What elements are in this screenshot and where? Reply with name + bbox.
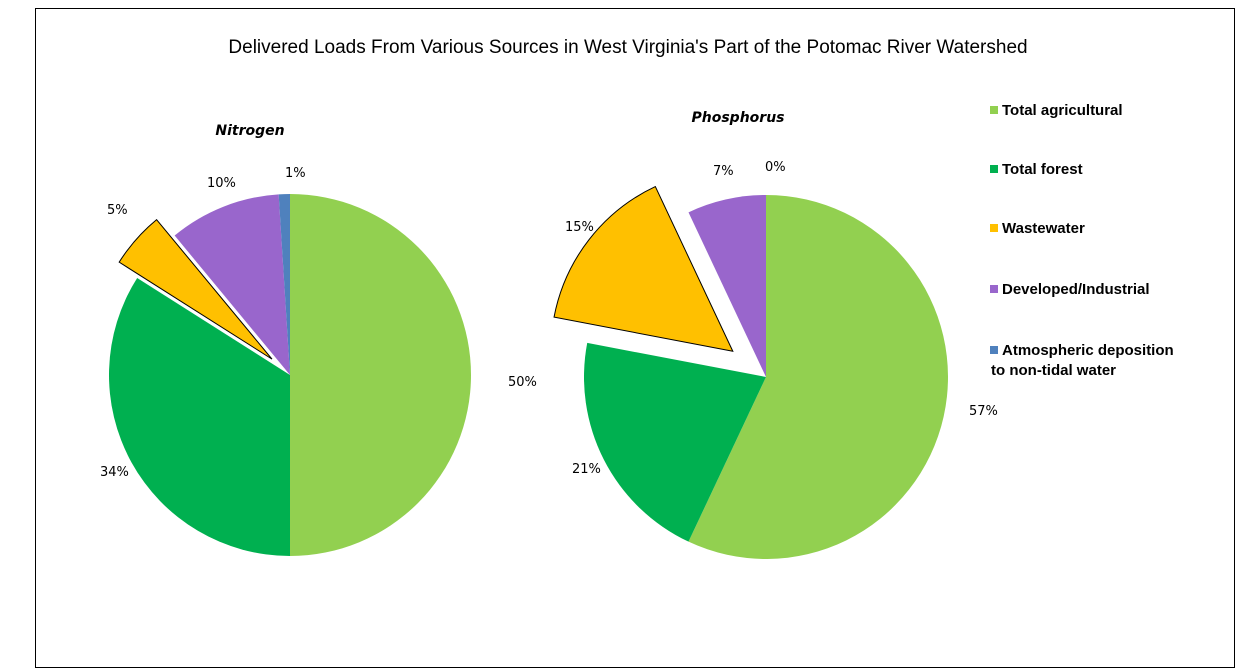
legend-swatch-total-agricultural <box>990 106 998 114</box>
legend-item-total-forest: Total forest <box>990 161 1083 178</box>
data-label-phosphorus-atmospheric-deposition-to-non-tidal-water: 0% <box>765 160 786 175</box>
slice-nitrogen-developed-industrial <box>174 194 290 375</box>
legend-item-total-agricultural: Total agricultural <box>990 102 1123 119</box>
chart-frame: Delivered Loads From Various Sources in … <box>35 8 1235 668</box>
legend-label-wastewater: Wastewater <box>1002 220 1085 237</box>
legend-swatch-total-forest <box>990 165 998 173</box>
data-label-nitrogen-wastewater: 5% <box>107 203 128 218</box>
legend-swatch-atmospheric-deposition-to-non-tidal-water <box>990 346 998 354</box>
slice-nitrogen-total-agricultural <box>290 194 471 556</box>
pie-title-phosphorus: Phosphorus <box>692 110 785 126</box>
slice-nitrogen-total-forest <box>109 278 291 556</box>
data-label-phosphorus-total-forest: 21% <box>572 462 601 477</box>
slice-phosphorus-wastewater <box>553 185 734 352</box>
legend: Total agricultural Total forest Wastewater… <box>990 102 1174 379</box>
legend-item-wastewater: Wastewater <box>990 220 1085 237</box>
legend-label-total-agricultural: Total agricultural <box>1002 102 1123 119</box>
data-label-phosphorus-wastewater: 15% <box>565 220 594 235</box>
legend-swatch-wastewater <box>990 224 998 232</box>
legend-label-total-forest: Total forest <box>1002 161 1083 178</box>
legend-label-atmospheric-deposition-to-non-tidal-water: Atmospheric deposition to non-tidal water <box>991 342 1174 379</box>
chart-canvas: Delivered Loads From Various Sources in … <box>100 37 1174 559</box>
chart-title: Delivered Loads From Various Sources in … <box>228 37 1027 58</box>
slice-nitrogen-wastewater <box>118 218 273 360</box>
legend-item-atmospheric-deposition-to-non-tidal-water: Atmospheric deposition to non-tidal water <box>990 342 1174 379</box>
slice-nitrogen-atmospheric-deposition-to-non-tidal-water <box>278 194 290 375</box>
data-label-phosphorus-total-agricultural: 57% <box>969 404 998 419</box>
pie-phosphorus: Phosphorus 57% 21% 15% 7% 0% <box>553 110 998 559</box>
data-label-nitrogen-total-forest: 34% <box>100 465 129 480</box>
legend-item-developed-industrial: Developed/Industrial <box>990 281 1150 298</box>
data-label-nitrogen-developed-industrial: 10% <box>207 176 236 191</box>
data-label-phosphorus-developed-industrial: 7% <box>713 164 734 179</box>
data-label-nitrogen-atmospheric-deposition-to-non-tidal-water: 1% <box>285 166 306 181</box>
pie-nitrogen: Nitrogen 50% 34% 5% 10% 1% <box>100 123 537 556</box>
slice-phosphorus-total-forest <box>584 342 766 542</box>
slice-phosphorus-total-agricultural <box>688 195 948 559</box>
slice-phosphorus-developed-industrial <box>688 195 766 377</box>
legend-label-developed-industrial: Developed/Industrial <box>1002 281 1150 298</box>
pie-title-nitrogen: Nitrogen <box>215 123 284 139</box>
data-label-nitrogen-total-agricultural: 50% <box>508 375 537 390</box>
legend-swatch-developed-industrial <box>990 285 998 293</box>
pies-layer: Nitrogen 50% 34% 5% 10% 1% Phosphorus 57% 21% 15%… <box>100 110 998 559</box>
